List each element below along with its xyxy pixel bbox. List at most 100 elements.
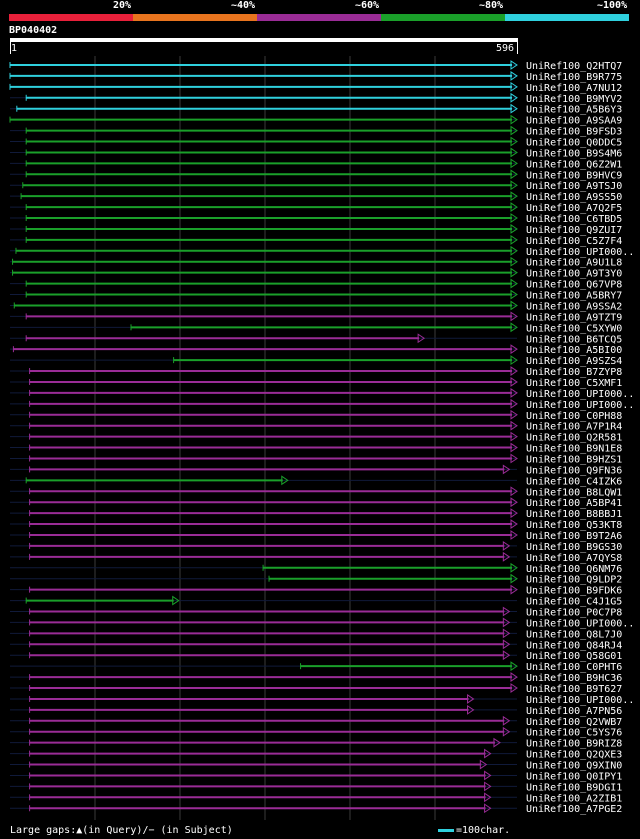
hit-arrow xyxy=(510,387,518,398)
hit-label[interactable]: UniRef100_C0PHT6 xyxy=(526,662,622,673)
scale-key: =100char. xyxy=(438,825,510,836)
hit-label[interactable]: UniRef100_UPI000.. xyxy=(526,695,634,706)
hit-label[interactable]: UniRef100_A7QYS8 xyxy=(526,553,622,564)
hit-label[interactable]: UniRef100_A5BP41 xyxy=(526,498,622,509)
identity-legend: 20% ~40% ~60% ~80% ~100% xyxy=(0,0,640,24)
hit-label[interactable]: UniRef100_UPI000.. xyxy=(526,389,634,400)
hit-label[interactable]: UniRef100_Q9LDP2 xyxy=(526,575,622,586)
hit-label[interactable]: UniRef100_B8LQW1 xyxy=(526,487,622,498)
legend-label-4: ~80% xyxy=(479,0,504,11)
hit-arrow xyxy=(510,60,518,70)
legend-bar-1 xyxy=(9,14,133,21)
hit-label[interactable]: UniRef100_Q0IPY1 xyxy=(526,771,622,782)
hit-arrow xyxy=(510,147,518,158)
hit-label[interactable]: UniRef100_Q9FN36 xyxy=(526,465,622,476)
hit-arrow xyxy=(510,573,518,584)
hit-label[interactable]: UniRef100_Q6NM76 xyxy=(526,564,622,575)
hit-label[interactable]: UniRef100_C5Z7F4 xyxy=(526,236,622,247)
hit-arrow xyxy=(510,311,518,322)
hit-label[interactable]: UniRef100_Q0DDC5 xyxy=(526,138,622,149)
hit-label[interactable]: UniRef100_Q58G01 xyxy=(526,651,622,662)
hit-label[interactable]: UniRef100_Q53KT8 xyxy=(526,520,622,531)
hit-label[interactable]: UniRef100_B9DGI1 xyxy=(526,782,622,793)
query-name: BP040402 xyxy=(9,25,58,36)
hit-label[interactable]: UniRef100_B9FDK6 xyxy=(526,586,622,597)
hit-label[interactable]: UniRef100_B7ZYP8 xyxy=(526,367,622,378)
hit-label[interactable]: UniRef100_C0PH88 xyxy=(526,411,622,422)
hit-label[interactable]: UniRef100_C5XYW0 xyxy=(526,323,622,334)
hit-label[interactable]: UniRef100_B9HC36 xyxy=(526,673,622,684)
hit-arrow xyxy=(510,191,518,202)
hit-label[interactable]: UniRef100_B9MYV2 xyxy=(526,94,622,105)
hit-arrow xyxy=(510,70,518,81)
hit-label[interactable]: UniRef100_A7PN56 xyxy=(526,706,622,717)
hit-label[interactable]: UniRef100_A2ZIB1 xyxy=(526,793,622,804)
hit-label[interactable]: UniRef100_Q67VP8 xyxy=(526,280,622,291)
hit-label[interactable]: UniRef100_B9RIZ8 xyxy=(526,739,622,750)
hit-label[interactable]: UniRef100_A9SZS4 xyxy=(526,356,622,367)
hit-label[interactable]: UniRef100_A9SSA2 xyxy=(526,301,622,312)
hit-label[interactable]: UniRef100_A9TZT9 xyxy=(526,312,622,323)
hit-label[interactable]: UniRef100_Q2R581 xyxy=(526,433,622,444)
hit-label[interactable]: UniRef100_Q6Z2W1 xyxy=(526,159,622,170)
hit-label[interactable]: UniRef100_C5YS76 xyxy=(526,728,622,739)
hit-label[interactable]: UniRef100_Q2HTQ7 xyxy=(526,61,622,72)
hit-label[interactable]: UniRef100_B9HVC9 xyxy=(526,170,622,181)
hit-arrow xyxy=(510,562,518,573)
hit-arrow xyxy=(510,584,518,595)
hit-arrow xyxy=(502,726,511,737)
hit-arrow xyxy=(467,704,475,715)
hit-label[interactable]: UniRef100_C4IZK6 xyxy=(526,476,622,487)
hit-label[interactable]: UniRef100_A9SS50 xyxy=(526,192,622,203)
hit-arrow xyxy=(510,125,518,136)
hit-label[interactable]: UniRef100_B9S4M6 xyxy=(526,148,622,159)
hit-label[interactable]: UniRef100_A5BI00 xyxy=(526,345,622,356)
hit-label[interactable]: UniRef100_Q9XIN0 xyxy=(526,761,622,772)
hit-arrow xyxy=(510,420,518,431)
hit-label[interactable]: UniRef100_A7Q2F5 xyxy=(526,203,622,214)
hit-label[interactable]: UniRef100_Q2VWB7 xyxy=(526,717,622,728)
hit-label[interactable]: UniRef100_A5BRY7 xyxy=(526,291,622,302)
hit-label[interactable]: UniRef100_A9T3Y0 xyxy=(526,269,622,280)
hit-label[interactable]: UniRef100_Q9ZUI7 xyxy=(526,225,622,236)
hit-arrow xyxy=(510,497,518,508)
hit-label[interactable]: UniRef100_A9TSJ0 xyxy=(526,181,622,192)
hit-label[interactable]: UniRef100_Q2QXE3 xyxy=(526,750,622,761)
hit-arrow xyxy=(510,344,518,355)
hit-label[interactable]: UniRef100_P0C7P8 xyxy=(526,608,622,619)
hit-arrow xyxy=(510,202,518,213)
hit-label[interactable]: UniRef100_UPI000.. xyxy=(526,247,634,258)
legend-bar-5 xyxy=(505,14,629,21)
hit-label[interactable]: UniRef100_A7NU12 xyxy=(526,83,622,94)
legend-bar-2 xyxy=(133,14,257,21)
legend-label-2: ~40% xyxy=(231,0,256,11)
hit-arrow xyxy=(510,169,518,180)
hit-label[interactable]: UniRef100_B9FSD3 xyxy=(526,127,622,138)
hit-label[interactable]: UniRef100_A9SAA9 xyxy=(526,116,622,127)
hit-arrow xyxy=(510,81,518,92)
hit-label[interactable]: UniRef100_Q84RJ4 xyxy=(526,640,622,651)
hit-label[interactable]: UniRef100_C6TBD5 xyxy=(526,214,622,225)
hit-label[interactable]: UniRef100_C4J1G5 xyxy=(526,597,622,608)
hit-label[interactable]: UniRef100_B9HZS1 xyxy=(526,454,622,465)
hit-label[interactable]: UniRef100_B9N1E8 xyxy=(526,444,622,455)
hit-label[interactable]: UniRef100_Q8L7J0 xyxy=(526,629,622,640)
hit-arrow xyxy=(510,453,518,464)
hit-label[interactable]: UniRef100_B6TCQ5 xyxy=(526,334,622,345)
hit-label[interactable]: UniRef100_B9T627 xyxy=(526,684,622,695)
hit-label[interactable]: UniRef100_A5B6Y3 xyxy=(526,105,622,116)
hit-label[interactable]: UniRef100_B8BBJ1 xyxy=(526,509,622,520)
hit-label[interactable]: UniRef100_UPI000.. xyxy=(526,618,634,629)
hit-label[interactable]: UniRef100_B9R775 xyxy=(526,72,622,83)
hit-label[interactable]: UniRef100_A9U1L8 xyxy=(526,258,622,269)
hit-label[interactable]: UniRef100_C5XMF1 xyxy=(526,378,622,389)
hit-label[interactable]: UniRef100_A7P1R4 xyxy=(526,422,622,433)
hit-label[interactable]: UniRef100_B9GS30 xyxy=(526,542,622,553)
hit-label[interactable]: UniRef100_UPI000.. xyxy=(526,400,634,411)
hit-arrow xyxy=(502,464,511,475)
hit-label[interactable]: UniRef100_B9T2A6 xyxy=(526,531,622,542)
hit-label[interactable]: UniRef100_A7PGE2 xyxy=(526,804,622,815)
hit-arrow xyxy=(417,333,426,344)
hit-arrow xyxy=(510,114,518,125)
hit-arrow xyxy=(502,650,511,661)
